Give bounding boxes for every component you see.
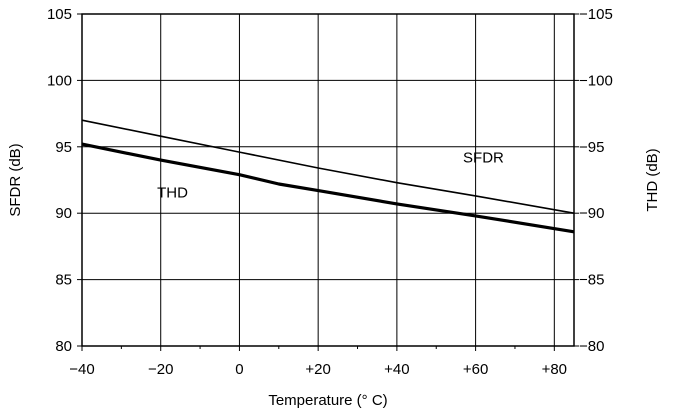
y-right-tick-label: −100 <box>579 72 613 89</box>
tick-labels: −40 −20 0 +20 +40 +60 +80 80 85 90 95 100 105 −80 −85 −… <box>47 6 613 378</box>
x-tick-label: 0 <box>235 361 243 378</box>
y-left-tick-label: 90 <box>55 205 72 222</box>
plot-frame <box>81 13 575 347</box>
annotation-thd: THD <box>157 184 188 201</box>
x-tick-label: +80 <box>542 361 567 378</box>
x-tick-label: +60 <box>463 361 488 378</box>
annotation-sfdr: SFDR <box>463 150 504 167</box>
y-left-tick-label: 85 <box>55 272 72 289</box>
grid-lines <box>81 13 574 347</box>
y-left-tick-label: 80 <box>55 338 72 355</box>
series-line-thd <box>81 142 575 234</box>
x-tick-label: −40 <box>69 361 94 378</box>
y-right-tick-label: −85 <box>579 272 604 289</box>
y-left-tick-label: 95 <box>55 139 72 156</box>
y-axis-left-label: SFDR (dB) <box>7 143 24 216</box>
x-tick-label: −20 <box>148 361 173 378</box>
tick-marks <box>77 13 579 351</box>
y-right-tick-label: −95 <box>579 139 604 156</box>
x-tick-label: +20 <box>305 361 330 378</box>
y-right-tick-label: −80 <box>579 338 604 355</box>
annotations: SFDR THD <box>157 150 504 202</box>
y-left-tick-label: 100 <box>47 72 72 89</box>
x-tick-label: +40 <box>384 361 409 378</box>
y-right-tick-label: −105 <box>579 6 613 23</box>
x-axis-label: Temperature (° C) <box>268 392 387 409</box>
series-lines <box>81 119 575 234</box>
series-line-sfdr <box>81 119 575 214</box>
y-axis-right-label: THD (dB) <box>644 148 661 211</box>
y-left-tick-label: 105 <box>47 6 72 23</box>
y-right-tick-label: −90 <box>579 205 604 222</box>
